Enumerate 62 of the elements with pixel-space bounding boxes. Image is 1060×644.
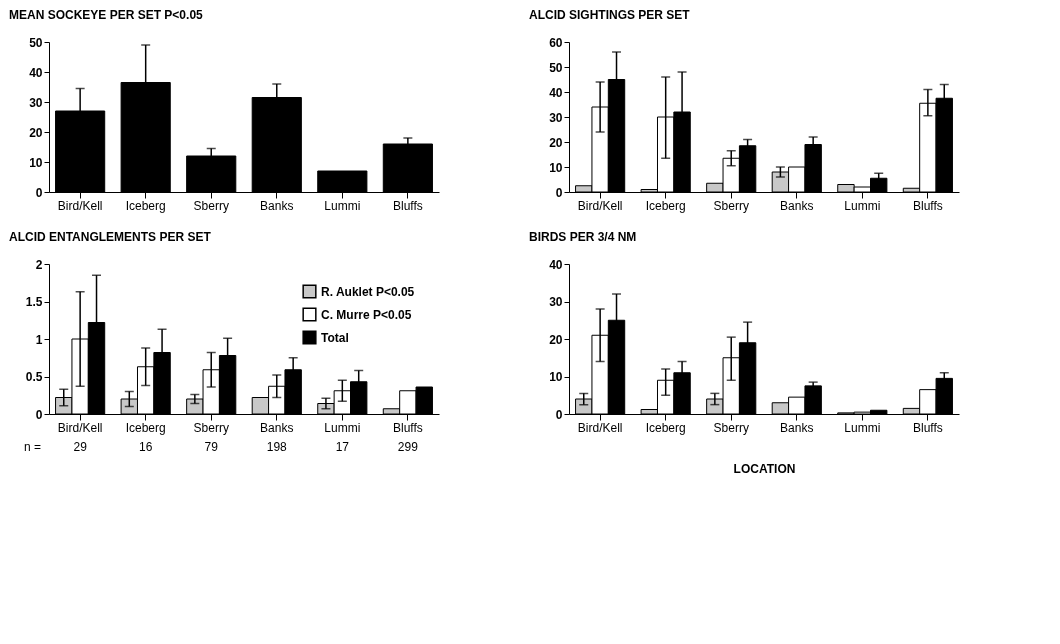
x-tick-label: Sberry bbox=[713, 420, 749, 435]
x-tick-label: Bird/Kell bbox=[57, 420, 103, 435]
y-tick-label: 0 bbox=[555, 185, 563, 200]
text: 29 bbox=[73, 440, 88, 454]
y-tick-label: 10 bbox=[29, 155, 43, 170]
x-tick-label: Iceberg bbox=[645, 420, 686, 435]
text: 16 bbox=[139, 440, 153, 454]
y-tick-label: 50 bbox=[29, 35, 43, 50]
y-tick-label: 60 bbox=[549, 35, 563, 50]
text: 79 bbox=[204, 440, 219, 454]
x-tick-label: Iceberg bbox=[125, 420, 166, 435]
x-tick-label: Bluffs bbox=[912, 420, 943, 435]
x-tick-label: Lummi bbox=[324, 198, 361, 213]
y-tick-label: 40 bbox=[29, 65, 43, 80]
y-tick-label: 0 bbox=[35, 407, 43, 422]
x-tick-label: Lummi bbox=[844, 198, 881, 213]
chart-title: ALCID ENTANGLEMENTS PER SET bbox=[9, 230, 212, 244]
x-tick-label: Sberry bbox=[713, 198, 749, 213]
text: 17 bbox=[335, 440, 350, 454]
y-tick-label: 0 bbox=[35, 185, 43, 200]
legend-label: R. Auklet P<0.05 bbox=[321, 284, 415, 299]
y-tick-label: 20 bbox=[549, 135, 563, 150]
legend-label: C. Murre P<0.05 bbox=[321, 307, 412, 322]
x-tick-label: Bird/Kell bbox=[577, 198, 623, 213]
x-tick-label: Banks bbox=[780, 420, 814, 435]
y-tick-label: 50 bbox=[549, 60, 563, 75]
chart-title: MEAN SOCKEYE PER SET P<0.05 bbox=[9, 8, 204, 22]
y-tick-label: 30 bbox=[549, 295, 563, 309]
x-axis-title: LOCATION bbox=[733, 461, 796, 476]
x-tick-label: Sberry bbox=[193, 198, 229, 213]
legend-label: Total bbox=[321, 330, 349, 345]
x-tick-label: Iceberg bbox=[125, 198, 166, 213]
y-tick-label: 10 bbox=[549, 370, 563, 384]
y-tick-label: 2 bbox=[35, 257, 43, 272]
x-tick-label: Bluffs bbox=[392, 198, 423, 213]
y-tick-label: 40 bbox=[549, 85, 563, 100]
chart-title: ALCID SIGHTINGS PER SET bbox=[529, 8, 691, 22]
y-tick-label: 0.5 bbox=[25, 370, 43, 384]
x-tick-label: Banks bbox=[260, 420, 294, 435]
y-tick-label: 40 bbox=[549, 257, 563, 272]
x-tick-label: Lummi bbox=[324, 420, 361, 435]
y-tick-label: 20 bbox=[549, 332, 563, 347]
x-tick-label: Bird/Kell bbox=[57, 198, 103, 213]
text: n = bbox=[23, 440, 41, 454]
x-tick-label: Bluffs bbox=[912, 198, 943, 213]
x-tick-label: Iceberg bbox=[645, 198, 686, 213]
y-tick-label: 30 bbox=[29, 95, 43, 110]
y-tick-label: 1.5 bbox=[25, 295, 43, 309]
x-tick-label: Bluffs bbox=[392, 420, 423, 435]
y-tick-label: 0 bbox=[555, 407, 563, 422]
x-tick-label: Lummi bbox=[844, 420, 881, 435]
text: 198 bbox=[266, 440, 288, 454]
x-tick-label: Banks bbox=[780, 198, 814, 213]
x-tick-label: Banks bbox=[260, 198, 294, 213]
y-tick-label: 30 bbox=[549, 110, 563, 125]
y-tick-label: 20 bbox=[29, 125, 43, 140]
text: 299 bbox=[397, 440, 419, 454]
chart-title: BIRDS PER 3/4 NM bbox=[529, 230, 637, 244]
x-tick-label: Bird/Kell bbox=[577, 420, 623, 435]
y-tick-label: 10 bbox=[549, 160, 563, 175]
x-tick-label: Sberry bbox=[193, 420, 229, 435]
y-tick-label: 1 bbox=[35, 332, 43, 347]
